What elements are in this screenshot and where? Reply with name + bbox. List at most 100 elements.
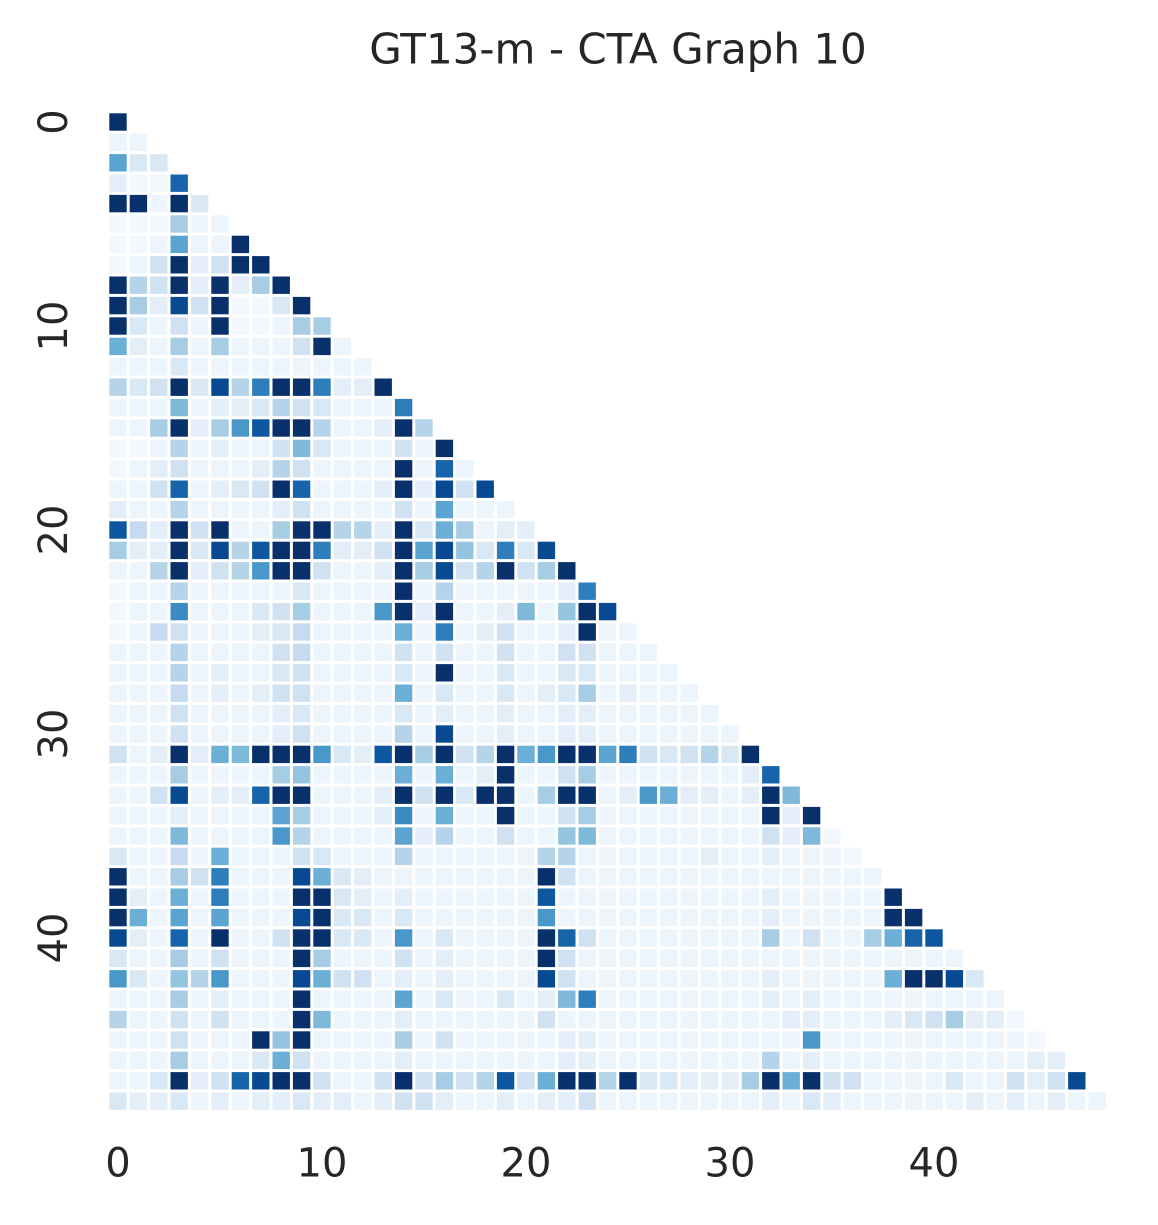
heat-cell [721, 949, 739, 968]
heat-cell [802, 1031, 821, 1049]
heat-cell [823, 827, 841, 845]
heat-cell [639, 868, 658, 886]
heat-cell [517, 868, 535, 886]
heat-cell [272, 398, 290, 417]
heat-cell [435, 623, 454, 641]
heat-cell [150, 154, 168, 172]
heat-cell [496, 806, 515, 825]
heat-cell [292, 847, 311, 866]
heat-cell [415, 664, 433, 682]
heat-cell [313, 398, 331, 417]
heat-cell [782, 990, 800, 1008]
heat-cell [741, 970, 760, 988]
heat-cell [211, 806, 229, 825]
heat-cell [864, 908, 882, 927]
heat-cell [680, 725, 698, 743]
heat-cell [537, 562, 556, 580]
heat-cell [129, 1092, 148, 1110]
heat-cell [129, 888, 148, 906]
heat-cell [150, 541, 168, 560]
heat-cell [333, 766, 352, 784]
heat-cell [333, 868, 352, 886]
heat-cell [150, 1072, 168, 1090]
heat-cell [537, 1072, 556, 1090]
heat-cell [109, 643, 127, 662]
heat-cell [619, 725, 637, 743]
heat-cell [333, 439, 352, 458]
heat-cell [558, 908, 576, 927]
heat-cell [537, 643, 556, 662]
heat-cell [721, 745, 739, 764]
heat-cell [292, 419, 311, 437]
heat-cell [231, 500, 250, 519]
heat-cell [598, 745, 617, 764]
heat-cell [354, 827, 372, 845]
heat-cell [129, 990, 148, 1008]
heat-cell [476, 684, 494, 702]
heat-cell [231, 256, 250, 274]
heat-cell [904, 1010, 923, 1029]
heat-cell [109, 664, 127, 682]
heat-cell [313, 1092, 331, 1110]
heat-cell [374, 664, 392, 682]
heat-cell [578, 847, 596, 866]
heat-cell [272, 745, 290, 764]
heat-cell [435, 970, 454, 988]
heat-cell [456, 521, 474, 539]
heat-cell [639, 929, 658, 947]
heat-cell [660, 684, 678, 702]
heat-cell [333, 1010, 352, 1029]
heat-cell [354, 970, 372, 988]
heat-cell [333, 786, 352, 804]
heat-cell [231, 296, 250, 315]
heat-cell [354, 990, 372, 1008]
heat-cell [904, 1092, 923, 1110]
heat-cell [231, 480, 250, 498]
heat-cell [1027, 1072, 1045, 1090]
heat-cell [150, 296, 168, 315]
heat-cell [476, 500, 494, 519]
heat-cell [884, 929, 902, 947]
heat-cell [558, 1031, 576, 1049]
heat-cell [313, 602, 331, 621]
heat-cell [558, 623, 576, 641]
heat-cell [884, 908, 902, 927]
heat-cell [476, 949, 494, 968]
heat-cell [558, 725, 576, 743]
heat-cell [272, 562, 290, 580]
heat-cell [619, 888, 637, 906]
heat-cell [109, 704, 127, 723]
heat-cell [782, 1031, 800, 1049]
heat-cell [272, 500, 290, 519]
heat-cell [456, 623, 474, 641]
heat-cell [211, 358, 229, 376]
heat-cell [129, 460, 148, 478]
heat-cell [619, 786, 637, 804]
heat-cell [231, 419, 250, 437]
heat-cell [313, 582, 331, 600]
heat-cell [925, 1092, 943, 1110]
heat-cell [496, 868, 515, 886]
heat-cell [700, 1051, 719, 1070]
heat-cell [476, 868, 494, 886]
heat-cell [700, 725, 719, 743]
heat-cell [272, 847, 290, 866]
heat-cell [700, 990, 719, 1008]
heat-cell [680, 1072, 698, 1090]
heat-cell [394, 725, 413, 743]
heat-cell [925, 990, 943, 1008]
heat-cell [313, 1072, 331, 1090]
heat-cell [354, 725, 372, 743]
heat-cell [313, 664, 331, 682]
heat-cell [537, 1010, 556, 1029]
heat-cell [1006, 1051, 1025, 1070]
heat-cell [680, 806, 698, 825]
heat-cell [762, 929, 780, 947]
heat-cell [292, 970, 311, 988]
heat-cell [150, 194, 168, 213]
heat-cell [864, 990, 882, 1008]
heat-cell [782, 1072, 800, 1090]
heat-cell [864, 1051, 882, 1070]
heat-cell [598, 1051, 617, 1070]
